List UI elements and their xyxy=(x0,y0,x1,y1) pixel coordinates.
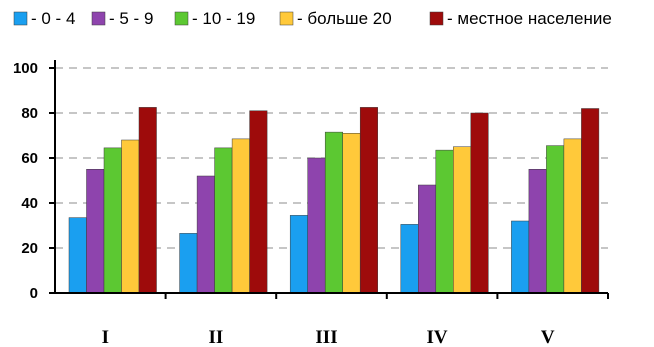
bar-II-series-2 xyxy=(196,175,215,294)
bar-IV-series-5 xyxy=(470,112,489,294)
bar-V-series-4 xyxy=(563,138,582,294)
bar-IV-series-3 xyxy=(435,149,454,294)
y-tick-label-0: 0 xyxy=(30,285,38,302)
legend-label-2: - 5 - 9 xyxy=(109,9,153,28)
legend-swatch-5 xyxy=(429,11,444,26)
x-axis-ticks: I II III IV V xyxy=(102,327,555,347)
y-tick-label-100: 100 xyxy=(13,60,38,77)
bar-II-series-3 xyxy=(214,147,233,294)
legend-label-4: - больше 20 xyxy=(297,9,392,28)
bar-IV-series-1 xyxy=(400,224,419,294)
legend-swatch-2 xyxy=(91,11,106,26)
bar-III-series-3 xyxy=(324,131,343,294)
y-tick-label-60: 60 xyxy=(21,150,38,167)
x-tick-label-IV: IV xyxy=(427,327,448,347)
bar-I-series-5 xyxy=(138,107,157,294)
y-tick-label-80: 80 xyxy=(21,105,38,122)
bar-V-series-1 xyxy=(511,220,530,294)
bar-III-series-5 xyxy=(359,107,378,294)
y-tick-label-20: 20 xyxy=(21,240,38,257)
legend: - 0 - 4 - 5 - 9 - 10 - 19 - больше 20 - мест… xyxy=(13,9,612,28)
bar-III-series-1 xyxy=(289,215,308,294)
bar-V-series-2 xyxy=(528,169,547,294)
bar-V-series-3 xyxy=(546,145,565,294)
legend-label-1: - 0 - 4 xyxy=(31,9,75,28)
y-tick-label-40: 40 xyxy=(21,195,38,212)
bar-IV-series-4 xyxy=(453,146,472,294)
bar-III-series-2 xyxy=(307,157,326,294)
y-axis-ticks: 0 20 40 60 80 100 xyxy=(13,60,38,302)
bar-I-series-3 xyxy=(103,147,122,294)
bar-IV-series-2 xyxy=(418,184,437,294)
legend-label-5: - местное население xyxy=(447,9,612,28)
axes xyxy=(49,60,609,299)
x-tick-label-V: V xyxy=(541,327,555,347)
bar-III-series-4 xyxy=(342,133,361,294)
x-tick-label-II: II xyxy=(209,327,224,347)
bar-V-series-5 xyxy=(581,108,600,294)
bars xyxy=(68,107,600,294)
bar-I-series-4 xyxy=(121,139,140,294)
bar-I-series-1 xyxy=(68,217,87,294)
bar-II-series-5 xyxy=(249,110,268,294)
legend-label-3: - 10 - 19 xyxy=(192,9,255,28)
x-tick-label-III: III xyxy=(315,327,337,347)
bar-I-series-2 xyxy=(86,169,105,294)
legend-swatch-4 xyxy=(279,11,294,26)
legend-swatch-3 xyxy=(174,11,189,26)
bar-II-series-1 xyxy=(179,233,198,294)
bar-II-series-4 xyxy=(231,138,250,294)
legend-swatch-1 xyxy=(13,11,28,26)
x-tick-label-I: I xyxy=(102,327,109,347)
